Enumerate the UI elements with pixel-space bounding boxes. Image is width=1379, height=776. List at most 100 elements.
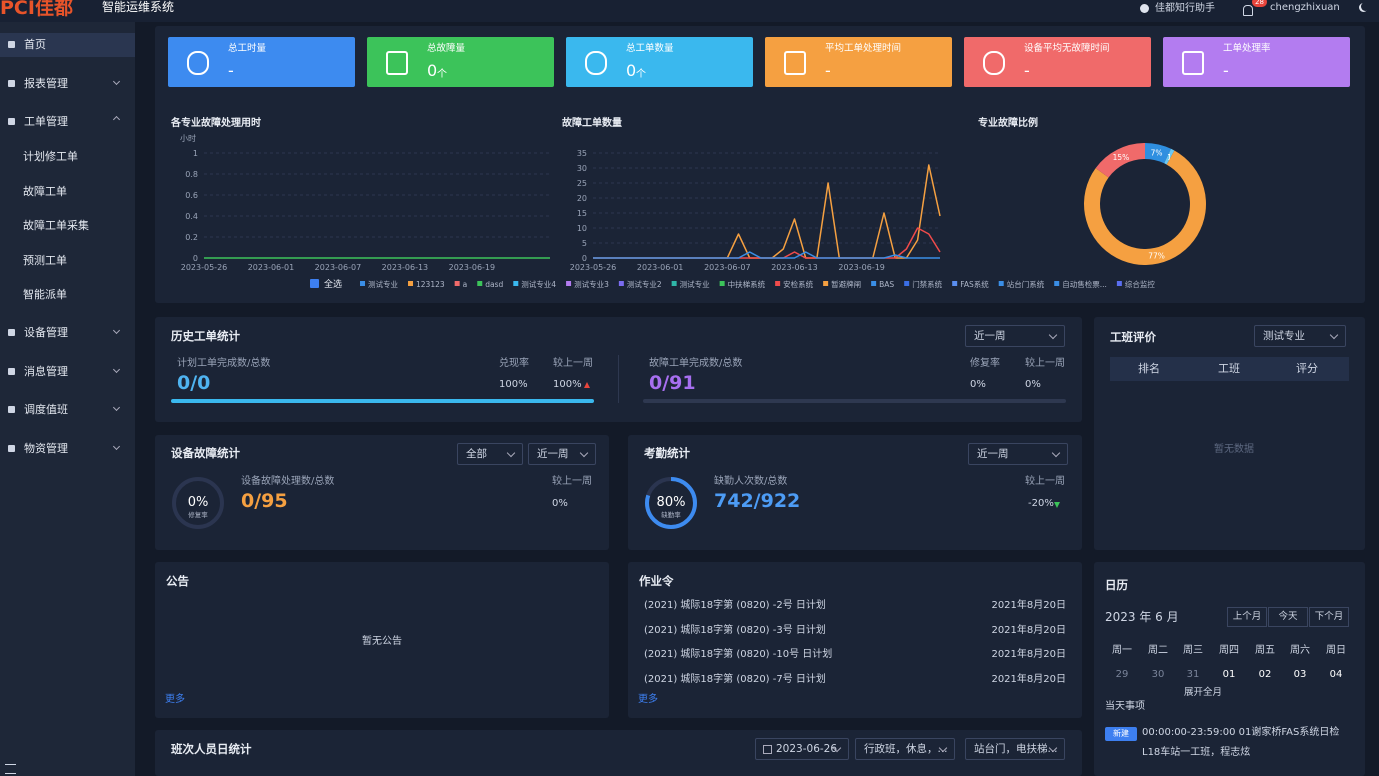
station-select[interactable]: 站台门，电扶梯...	[965, 738, 1065, 760]
legend-label[interactable]: 测试专业4	[521, 279, 556, 289]
ring-label: 80%	[657, 495, 686, 510]
logo[interactable]: PCI佳都	[0, 0, 73, 19]
legend-label[interactable]: 测试专业	[368, 279, 398, 289]
kpi-value: 0	[427, 61, 438, 80]
menu-item[interactable]: 首页	[24, 38, 46, 51]
expand-link[interactable]: 展开全月	[1184, 687, 1223, 698]
legend-checkbox	[310, 279, 319, 288]
stat-value: 742/922	[714, 490, 801, 512]
legend-label[interactable]: 123123	[416, 280, 445, 289]
user-name[interactable]: chengzhixuan	[1270, 2, 1340, 13]
event-time[interactable]: 00:00:00-23:59:00 01谢家桥FAS系统日检	[1142, 727, 1340, 738]
menu-chevron	[112, 115, 121, 124]
legend-swatch	[1116, 281, 1122, 286]
stat-value: 0/0	[177, 372, 211, 394]
panel-title: 班次人员日统计	[171, 742, 252, 756]
weekday: 周一	[1112, 645, 1132, 656]
collapse-button[interactable]	[5, 764, 16, 774]
more-link[interactable]: 更多	[638, 694, 658, 705]
stat-value: 100%	[553, 379, 582, 390]
menu-item[interactable]: 工单管理	[24, 115, 68, 128]
legend-label[interactable]: 门禁系统	[912, 279, 942, 289]
submenu-item[interactable]: 计划修工单	[23, 150, 78, 163]
order-title[interactable]: (2021) 城际18字第 (0820) -3号 日计划	[644, 624, 826, 636]
x-tick-label: 2023-06-07	[315, 263, 362, 272]
period-select[interactable]: 近一周	[965, 325, 1065, 347]
x-tick-label: 2023-06-13	[771, 263, 818, 272]
theme-toggle[interactable]	[1361, 2, 1370, 11]
day[interactable]: 01	[1222, 669, 1236, 680]
legend-label[interactable]: 测试专业3	[574, 279, 609, 289]
menu-item[interactable]: 消息管理	[24, 364, 68, 378]
day[interactable]: 04	[1329, 669, 1343, 680]
legend-swatch	[360, 281, 366, 286]
legend-label[interactable]: 站台门系统	[1007, 279, 1045, 289]
ring-caption: 修复率	[188, 510, 208, 519]
legend-swatch	[871, 281, 877, 286]
legend-label[interactable]: 安检系统	[783, 279, 813, 289]
menu-item[interactable]: 物资管理	[24, 441, 68, 455]
calendar-button[interactable]: 上个月	[1227, 607, 1267, 627]
menu-item[interactable]: 设备管理	[24, 326, 68, 339]
legend-label[interactable]: a	[463, 280, 468, 289]
bell-icon[interactable]	[1243, 5, 1253, 16]
menu-item[interactable]: 报表管理	[24, 76, 68, 90]
legend-swatch	[719, 281, 725, 286]
calendar-button[interactable]: 今天	[1268, 607, 1308, 627]
y-tick-label: 35	[577, 149, 587, 158]
down-arrow	[1054, 502, 1060, 508]
date-picker[interactable]: 2023-06-26	[755, 738, 849, 760]
ring-gauge: 0%修复率	[172, 477, 224, 529]
kpi-icon	[784, 51, 806, 75]
day[interactable]: 03	[1293, 669, 1307, 680]
system-name: 智能运维系统	[102, 0, 175, 14]
legend-label[interactable]: BAS	[879, 280, 894, 289]
progress-track	[643, 399, 1066, 403]
filter-select[interactable]: 测试专业	[1254, 325, 1346, 347]
submenu-item[interactable]: 故障工单采集	[23, 219, 89, 232]
panel-title: 公告	[166, 574, 189, 588]
legend-swatch	[477, 281, 483, 286]
more-link[interactable]: 更多	[165, 694, 185, 705]
y-tick-label: 30	[577, 164, 587, 173]
order-title[interactable]: (2021) 城际18字第 (0820) -7号 日计划	[644, 674, 826, 686]
submenu-item[interactable]: 故障工单	[23, 184, 67, 198]
assistant-link[interactable]: 佳都知行助手	[1155, 3, 1215, 14]
period-select[interactable]: 近一周	[968, 443, 1068, 465]
legend-label[interactable]: dasd	[485, 280, 503, 289]
filter-select[interactable]: 全部	[457, 443, 523, 465]
kpi-title: 设备平均无故障时间	[1024, 43, 1110, 54]
day[interactable]: 30	[1151, 669, 1165, 680]
legend-label[interactable]: 自动售检票...	[1062, 279, 1107, 289]
day[interactable]: 31	[1186, 669, 1200, 680]
kpi-value: 0	[626, 61, 637, 80]
legend-label[interactable]: 测试专业	[680, 279, 710, 289]
legend-label[interactable]: 中扶梯系统	[728, 279, 766, 289]
order-title[interactable]: (2021) 城际18字第 (0820) -10号 日计划	[644, 649, 833, 661]
day[interactable]: 02	[1258, 669, 1272, 680]
calendar-button[interactable]: 下个月	[1309, 607, 1349, 627]
submenu-item[interactable]: 预测工单	[23, 253, 67, 267]
legend-swatch	[618, 281, 624, 286]
period-select[interactable]: 近一周	[528, 443, 596, 465]
device-panel: 设备故障统计 全部 近一周 设备故障处理数/总数 0/95 较上一周 0% 0%…	[155, 435, 609, 550]
legend-label[interactable]: 暂避牌闸	[831, 279, 861, 289]
menu-item[interactable]: 调度值班	[24, 403, 68, 416]
order-title[interactable]: (2021) 城际18字第 (0820) -2号 日计划	[644, 600, 826, 611]
menu-chevron	[112, 403, 121, 412]
day[interactable]: 29	[1115, 669, 1129, 680]
y-tick-label: 0	[193, 254, 198, 263]
legend-label[interactable]: 综合监控	[1125, 279, 1155, 289]
panel-title: 作业令	[639, 574, 674, 588]
legend-swatch	[513, 281, 519, 286]
legend-label[interactable]: 测试专业2	[627, 279, 662, 289]
y-tick-label: 10	[577, 224, 587, 233]
y-tick-label: 15	[577, 209, 587, 218]
legend-label[interactable]: FAS系统	[960, 279, 989, 289]
legend-select-all[interactable]: 全选	[324, 278, 342, 290]
divider	[618, 355, 619, 403]
x-tick-label: 2023-06-13	[382, 263, 429, 272]
submenu-item[interactable]: 智能派单	[23, 288, 67, 301]
weekday: 周六	[1290, 645, 1310, 656]
shift-select[interactable]: 行政班，休息，...	[855, 738, 955, 760]
